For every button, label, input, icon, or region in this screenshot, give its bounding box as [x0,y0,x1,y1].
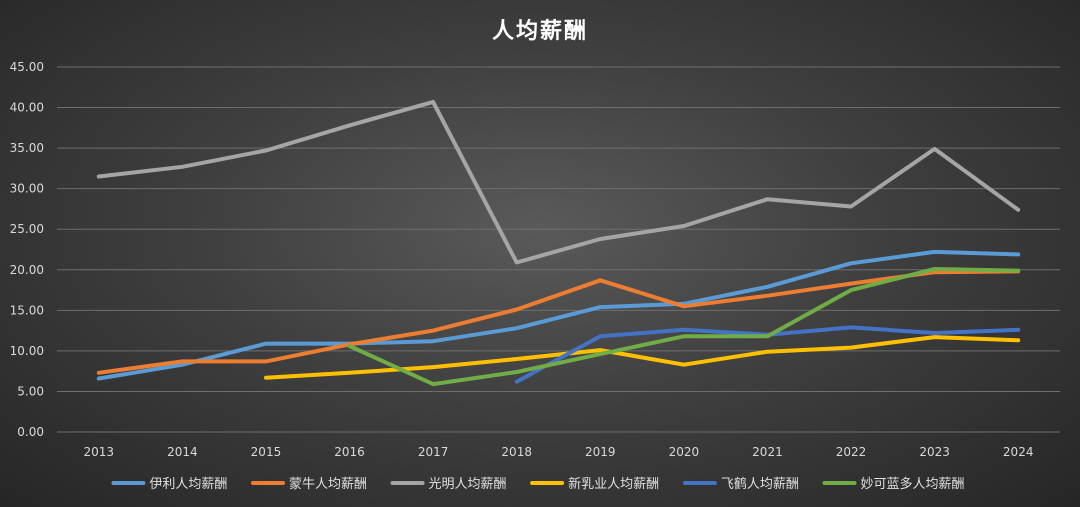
y-tick-label: 35.00 [10,141,44,155]
y-tick-label: 30.00 [10,182,44,196]
series-line-3 [96,99,1021,265]
chart-title: 人均薪酬 [492,18,588,44]
x-tick-label: 2022 [836,445,867,459]
y-tick-label: 15.00 [10,303,44,317]
gridlines [57,66,1060,433]
legend-item: 伊利人均薪酬 [111,477,227,492]
x-tick-label: 2018 [501,445,532,459]
legend-label: 伊利人均薪酬 [149,477,227,492]
legend: 伊利人均薪酬 蒙牛人均薪酬 光明人均薪酬 新乳业人均薪酬 飞鹤人均薪酬 妙可蓝多人均薪酬 [111,476,965,492]
x-tick-label: 2014 [167,445,198,459]
series-line-1 [96,249,1021,381]
legend-item: 新乳业人均薪酬 [530,476,659,492]
legend-label: 飞鹤人均薪酬 [721,476,799,492]
y-tick-label: 20.00 [10,263,44,277]
legend-label: 妙可蓝多人均薪酬 [860,476,964,492]
x-tick-label: 2019 [585,445,616,459]
y-tick-label: 45.00 [10,60,44,74]
series-lines [96,99,1021,387]
x-tick-label: 2013 [84,445,115,459]
x-tick-label: 2017 [418,445,449,459]
x-axis-ticks: 2013 2014 2015 2016 2017 2018 2019 2020 2021 2022… [84,445,1034,459]
x-tick-label: 2015 [251,445,282,459]
y-tick-label: 5.00 [17,384,44,398]
legend-item: 飞鹤人均薪酬 [682,476,799,492]
legend-label: 光明人均薪酬 [429,477,507,492]
series-line-4 [264,335,1021,380]
y-tick-label: 10.00 [10,344,44,358]
y-tick-label: 25.00 [10,222,44,236]
x-tick-label: 2021 [752,445,783,459]
series-line-2 [96,269,1021,375]
legend-label: 蒙牛人均薪酬 [289,477,367,492]
y-tick-label: 40.00 [10,101,44,115]
legend-label: 新乳业人均薪酬 [568,476,659,492]
x-tick-label: 2023 [919,445,950,459]
x-tick-label: 2020 [669,445,700,459]
legend-item: 光明人均薪酬 [390,477,507,492]
legend-item: 蒙牛人均薪酬 [250,477,367,492]
y-axis-ticks: 0.00 5.00 10.00 15.00 20.00 25.00 30.00 35.00 40… [10,60,44,439]
series-line-6 [347,267,1021,387]
x-tick-label: 2016 [334,445,365,459]
y-tick-label: 0.00 [17,425,44,439]
x-tick-label: 2024 [1003,445,1034,459]
legend-item: 妙可蓝多人均薪酬 [822,476,965,492]
